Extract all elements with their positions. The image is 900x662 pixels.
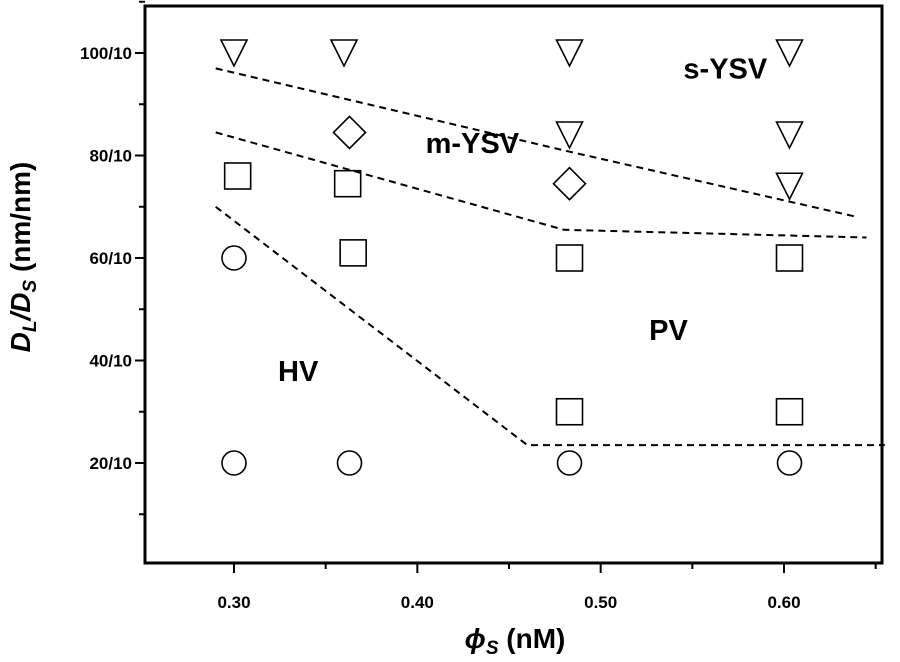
boundary-line [215, 206, 885, 447]
y-axis-title: DL/DS (nm/nm) [5, 162, 41, 353]
x-tick-label: 0.30 [217, 593, 250, 612]
y-tick-label: 60/10 [89, 249, 132, 268]
x-tick-label: 0.60 [767, 593, 800, 612]
marker-diamond-m-ysv [552, 166, 587, 201]
y-tick-label: 80/10 [89, 147, 132, 166]
marker-square-pv [775, 244, 804, 272]
axes: 0.30 0.40 0.50 0.60 20/10 40/10 60/10 80/10 100/… [80, 0, 884, 612]
plot-frame [143, 4, 884, 565]
x-axis-subscript: S [486, 638, 499, 659]
y-axis-sub-small: S [20, 280, 41, 293]
marker-triangle-s-ysv [775, 172, 804, 202]
x-axis-unit: (nM) [506, 623, 565, 654]
marker-diamond-m-ysv [332, 115, 367, 150]
boundary-line [215, 67, 858, 218]
marker-circle-hv [556, 450, 583, 476]
marker-triangle-s-ysv [555, 39, 584, 68]
marker-triangle-s-ysv [555, 121, 584, 150]
marker-triangle-s-ysv [775, 121, 804, 150]
x-tick-label: 0.40 [401, 593, 434, 612]
marker-square-pv [339, 239, 367, 267]
y-tick-label: 40/10 [89, 352, 132, 371]
y-axis-d-small: D [5, 293, 36, 313]
y-tick-label: 20/10 [89, 454, 132, 473]
marker-square-pv [775, 397, 804, 426]
region-label: PV [649, 315, 688, 347]
region-label: m-YSV [426, 128, 520, 160]
marker-square-pv [555, 244, 584, 272]
y-tick-label: 100/10 [80, 44, 132, 63]
y-axis-d-large: D [5, 332, 36, 352]
phase-boundaries [215, 67, 885, 447]
marker-triangle-s-ysv [329, 39, 359, 68]
x-axis-title: ϕS (nM) [465, 623, 566, 659]
x-tick-label: 0.50 [584, 593, 617, 612]
marker-square-pv [333, 169, 362, 198]
y-axis-sub-large: L [20, 321, 41, 333]
boundary-line [215, 131, 867, 239]
marker-square-pv [223, 162, 252, 190]
marker-circle-hv [221, 450, 247, 476]
x-axis-symbol: ϕ [465, 623, 486, 654]
y-axis-slash: / [5, 310, 36, 323]
marker-triangle-s-ysv [219, 39, 249, 68]
marker-circle-hv [336, 450, 363, 476]
marker-triangle-s-ysv [775, 39, 804, 68]
marker-circle-hv [221, 245, 247, 271]
data-markers [219, 39, 804, 476]
region-label: s-YSV [683, 54, 767, 86]
region-labels: s-YSV m-YSV PV HV [278, 54, 768, 388]
y-axis-unit: (nm/nm) [5, 162, 36, 272]
marker-circle-hv [776, 450, 803, 476]
region-label: HV [278, 356, 319, 388]
marker-square-pv [555, 397, 584, 426]
